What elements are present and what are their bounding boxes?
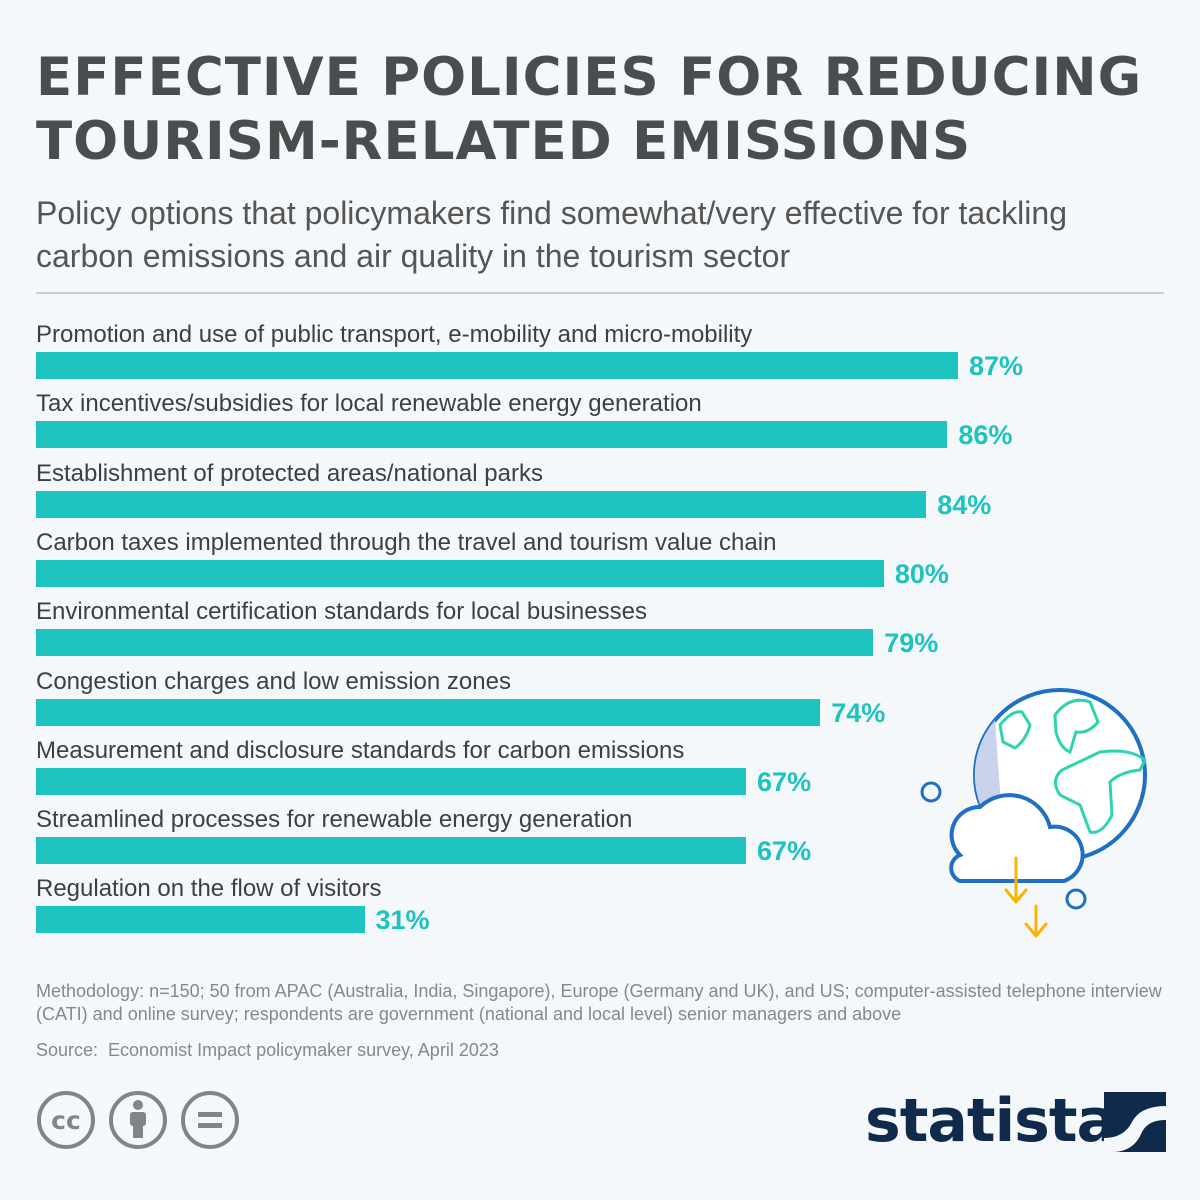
bar-value-label: 31% [375, 905, 430, 936]
bar-value-label: 86% [958, 420, 1013, 451]
statista-logo[interactable]: statista [865, 1086, 1117, 1156]
title-divider [36, 292, 1164, 294]
bar-value-label: 67% [757, 836, 812, 867]
source-note: Source: Economist Impact policymaker sur… [36, 1040, 499, 1060]
bar-label: Regulation on the flow of visitors [36, 875, 382, 903]
globe-cloud-illustration [920, 688, 1147, 938]
bar-label: Promotion and use of public transport, e… [36, 321, 753, 348]
bar-label: Streamlined processes for renewable ener… [36, 806, 633, 834]
svg-text:cc: cc [51, 1106, 81, 1135]
license-icons: cc [37, 1091, 239, 1149]
bar [36, 352, 958, 379]
bar [36, 837, 747, 865]
bar-label: Tax incentives/subsidies for local renew… [36, 390, 702, 418]
no-derivatives-icon[interactable] [181, 1091, 239, 1149]
bar [36, 629, 874, 657]
bar [36, 421, 948, 449]
bar [36, 698, 821, 726]
bar-label: Congestion charges and low emission zone… [36, 667, 511, 695]
statista-logo-icon [1104, 1092, 1166, 1152]
bar-value-label: 67% [757, 766, 812, 797]
cc-icon[interactable]: cc [37, 1091, 95, 1149]
bar [36, 906, 365, 934]
bar-label: Measurement and disclosure standards for… [36, 736, 685, 764]
bar-value-label: 74% [831, 697, 886, 728]
chart-title: EFFECTIVE POLICIES FOR REDUCING TOURISM-… [36, 47, 1143, 172]
bar-label: Environmental certification standards fo… [36, 598, 647, 626]
bar [36, 490, 927, 518]
bar-value-label: 79% [884, 628, 939, 659]
bar-value-label: 84% [937, 489, 992, 520]
bar-value-label: 87% [969, 351, 1024, 381]
methodology-note: Methodology: n=150; 50 from APAC (Austra… [36, 981, 1162, 1024]
bar-label: Establishment of protected areas/nationa… [36, 459, 543, 487]
bar-label: Carbon taxes implemented through the tra… [36, 528, 777, 556]
attribution-icon[interactable] [109, 1091, 167, 1149]
chart-subtitle: Policy options that policymakers find so… [36, 195, 1067, 274]
bar-value-label: 80% [894, 558, 949, 589]
bar [36, 767, 747, 795]
bar [36, 559, 884, 587]
